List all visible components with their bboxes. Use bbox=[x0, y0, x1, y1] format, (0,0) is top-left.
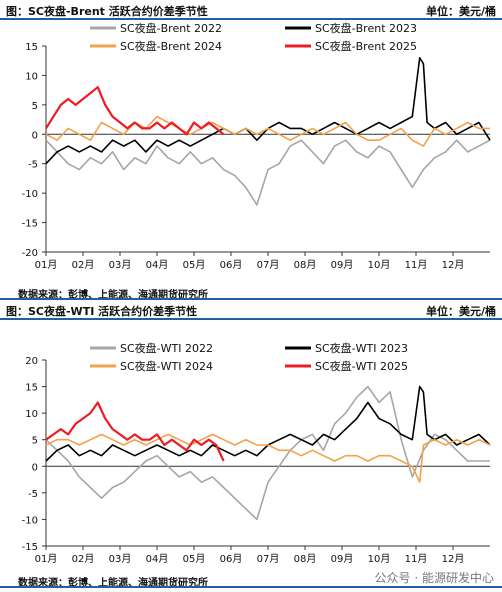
x-tick-label: 09月 bbox=[331, 259, 354, 271]
series-line-4 bbox=[45, 86, 225, 136]
x-tick-label: 04月 bbox=[146, 553, 169, 565]
x-tick-label: 08月 bbox=[294, 259, 317, 271]
x-tick-label: 11月 bbox=[405, 553, 428, 565]
x-tick-label: 12月 bbox=[442, 553, 465, 565]
x-tick-label: 10月 bbox=[368, 553, 391, 565]
x-tick-label: 06月 bbox=[220, 553, 243, 565]
legend-label: SC夜盘-Brent 2022 bbox=[120, 21, 222, 35]
source-bar: 数据来源：彭博、上能源、海通期货研究所 bbox=[0, 572, 502, 589]
y-tick-label: -5 bbox=[28, 160, 38, 171]
y-tick-label: 0 bbox=[32, 462, 38, 473]
y-tick-label: -5 bbox=[28, 489, 38, 500]
x-tick-label: 02月 bbox=[72, 553, 95, 565]
legend-label: SC夜盘-WTI 2024 bbox=[120, 359, 213, 373]
x-tick-label: 12月 bbox=[442, 259, 465, 271]
y-tick-label: 15 bbox=[25, 42, 38, 53]
x-tick-label: 02月 bbox=[72, 259, 95, 271]
y-tick-label: 10 bbox=[25, 409, 38, 420]
y-tick-label: -10 bbox=[22, 515, 38, 526]
y-tick-label: -20 bbox=[22, 248, 38, 259]
legend-label: SC夜盘-WTI 2025 bbox=[315, 359, 408, 373]
legend-label: SC夜盘-Brent 2025 bbox=[315, 39, 417, 53]
chart-unit: 单位：美元/桶 bbox=[425, 5, 496, 18]
series-line-3 bbox=[45, 433, 491, 483]
series-line-1 bbox=[45, 139, 491, 206]
y-tick-label: -10 bbox=[22, 189, 38, 200]
y-tick-label: 5 bbox=[32, 436, 38, 447]
x-tick-label: 09月 bbox=[331, 553, 354, 565]
y-tick-label: 5 bbox=[32, 101, 38, 112]
x-tick-label: 05月 bbox=[183, 553, 206, 565]
x-tick-label: 11月 bbox=[405, 259, 428, 271]
series-line-2 bbox=[45, 385, 491, 462]
x-tick-label: 07月 bbox=[257, 553, 280, 565]
y-tick-label: 10 bbox=[25, 71, 38, 82]
series-line-2 bbox=[45, 56, 491, 165]
y-tick-label: 0 bbox=[32, 130, 38, 141]
x-tick-label: 10月 bbox=[368, 259, 391, 271]
title-divider bbox=[0, 318, 502, 320]
source-bar: 数据来源：彭博、上能源、海通期货研究所 bbox=[0, 284, 502, 301]
x-tick-label: 03月 bbox=[109, 553, 132, 565]
x-tick-label: 01月 bbox=[35, 259, 58, 271]
source-text: 数据来源：彭博、上能源、海通期货研究所 bbox=[18, 578, 208, 589]
x-tick-label: 06月 bbox=[220, 259, 243, 271]
y-tick-label: -15 bbox=[22, 219, 38, 230]
source-text: 数据来源：彭博、上能源、海通期货研究所 bbox=[18, 290, 208, 301]
x-tick-label: 01月 bbox=[35, 553, 58, 565]
y-tick-label: 20 bbox=[25, 356, 38, 367]
x-tick-label: 05月 bbox=[183, 259, 206, 271]
chart-title-bar: 图：SC夜盘-WTI 活跃合约价差季节性 单位：美元/桶 bbox=[0, 300, 502, 320]
chart-unit: 单位：美元/桶 bbox=[425, 305, 496, 318]
title-divider bbox=[0, 18, 502, 20]
chart-title-bar: 图：SC夜盘-Brent 活跃合约价差季节性 单位：美元/桶 bbox=[0, 0, 502, 20]
source-divider bbox=[0, 298, 502, 300]
y-tick-label: -15 bbox=[22, 542, 38, 553]
wechat-watermark: 公众号 · 能源研发中心 bbox=[374, 571, 494, 585]
series-line-1 bbox=[45, 385, 490, 521]
chart-panel-brent: 图：SC夜盘-Brent 活跃合约价差季节性 单位：美元/桶 15 10 5 0 -5 -… bbox=[0, 0, 502, 301]
series-line-3 bbox=[45, 115, 490, 147]
legend-label: SC夜盘-Brent 2024 bbox=[120, 39, 222, 53]
chart-title: 图：SC夜盘-WTI 活跃合约价差季节性 bbox=[6, 305, 198, 318]
x-tick-label: 03月 bbox=[109, 259, 132, 271]
x-tick-label: 08月 bbox=[294, 553, 317, 565]
x-tick-label: 07月 bbox=[257, 259, 280, 271]
legend-label: SC夜盘-Brent 2023 bbox=[315, 21, 417, 35]
source-divider bbox=[0, 586, 502, 588]
y-tick-label: 15 bbox=[25, 383, 38, 394]
series-line-4 bbox=[45, 401, 225, 462]
chart-panel-wti: 图：SC夜盘-WTI 活跃合约价差季节性 单位：美元/桶 20 15 10 5 0 -5 -… bbox=[0, 300, 502, 592]
chart-title: 图：SC夜盘-Brent 活跃合约价差季节性 bbox=[6, 5, 208, 18]
legend-label: SC夜盘-WTI 2023 bbox=[315, 341, 408, 355]
x-tick-label: 04月 bbox=[146, 259, 169, 271]
legend-label: SC夜盘-WTI 2022 bbox=[120, 341, 213, 355]
